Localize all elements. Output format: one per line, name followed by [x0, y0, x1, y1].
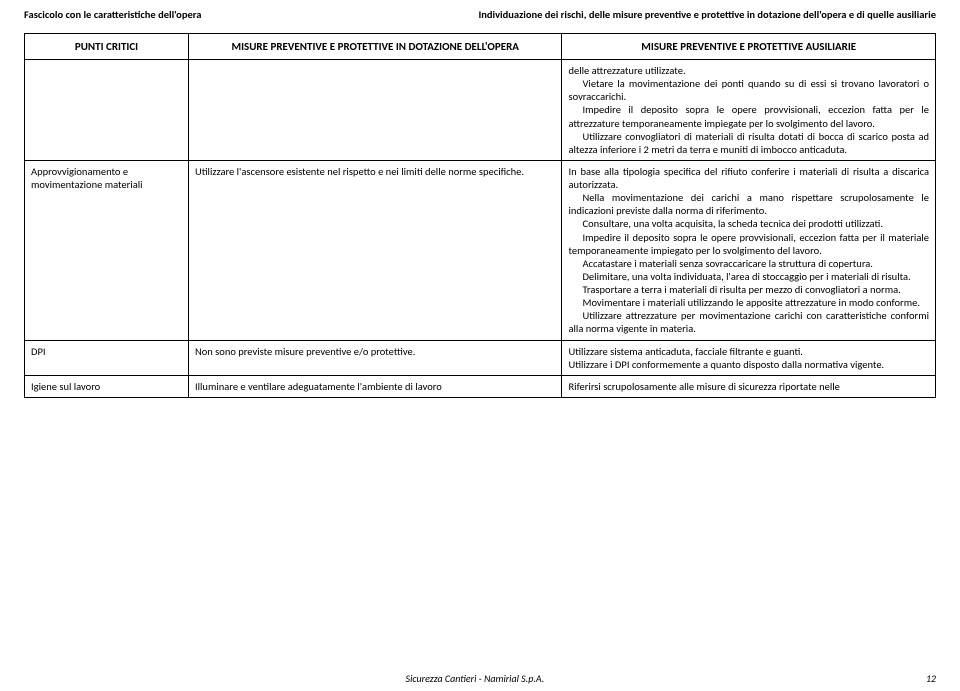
table-row: DPINon sono previste misure preventive e… — [25, 340, 936, 375]
footer-page-number: 12 — [926, 672, 936, 685]
cell-punti-critici: Approvvigionamento e movimentazione mate… — [25, 160, 189, 340]
cell-misure-dotazione: Utilizzare l'ascensore esistente nel ris… — [188, 160, 562, 340]
cell-misure-ausiliarie: delle attrezzature utilizzate.Vietare la… — [562, 60, 936, 161]
col-header-dotazione: MISURE PREVENTIVE E PROTETTIVE IN DOTAZI… — [188, 34, 562, 60]
cell-misure-ausiliarie: In base alla tipologia specifica del rif… — [562, 160, 936, 340]
cell-misure-ausiliarie: Utilizzare sistema anticaduta, facciale … — [562, 340, 936, 375]
cell-misure-dotazione — [188, 60, 562, 161]
cell-misure-ausiliarie: Riferirsi scrupolosamente alle misure di… — [562, 375, 936, 397]
footer-center: Sicurezza Cantieri - Namirial S.p.A. — [24, 672, 926, 685]
col-header-ausiliarie: MISURE PREVENTIVE E PROTETTIVE AUSILIARI… — [562, 34, 936, 60]
header-left: Fascicolo con le caratteristiche dell'op… — [24, 8, 201, 21]
table-row: delle attrezzature utilizzate.Vietare la… — [25, 60, 936, 161]
table-row: Igiene sul lavoroIlluminare e ventilare … — [25, 375, 936, 397]
col-header-punti: PUNTI CRITICI — [25, 34, 189, 60]
cell-punti-critici — [25, 60, 189, 161]
table-row: Approvvigionamento e movimentazione mate… — [25, 160, 936, 340]
risk-measures-table: PUNTI CRITICI MISURE PREVENTIVE E PROTET… — [24, 33, 936, 398]
cell-punti-critici: DPI — [25, 340, 189, 375]
cell-misure-dotazione: Illuminare e ventilare adeguatamente l'a… — [188, 375, 562, 397]
cell-misure-dotazione: Non sono previste misure preventive e/o … — [188, 340, 562, 375]
header-right: Individuazione dei rischi, delle misure … — [478, 8, 936, 21]
table-header-row: PUNTI CRITICI MISURE PREVENTIVE E PROTET… — [25, 34, 936, 60]
cell-punti-critici: Igiene sul lavoro — [25, 375, 189, 397]
